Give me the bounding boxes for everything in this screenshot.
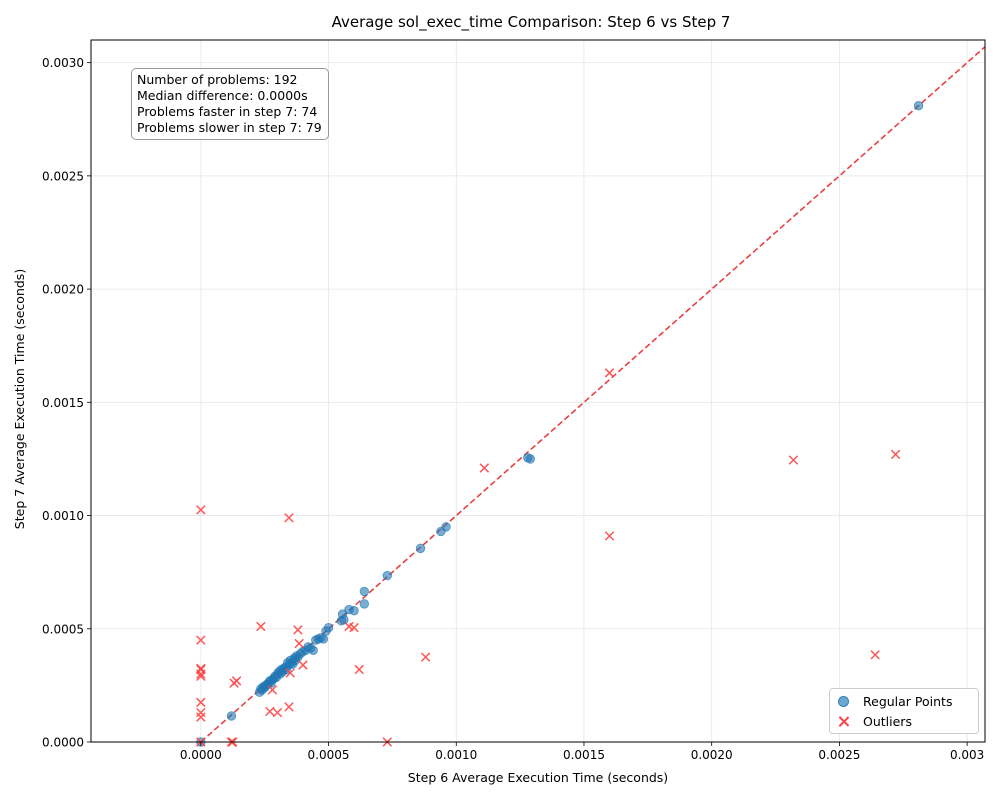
y-tick-label: 0.0025 bbox=[42, 169, 84, 183]
plot-frame bbox=[90, 39, 986, 743]
outlier-point bbox=[420, 652, 431, 662]
outlier-point bbox=[265, 706, 275, 717]
outlier-point bbox=[298, 660, 308, 670]
outlier-point bbox=[294, 638, 304, 649]
y-axis-label: Step 7 Average Execution Time (seconds) bbox=[12, 269, 27, 529]
x-tick-label: 0.0025 bbox=[818, 748, 860, 762]
outlier-point bbox=[196, 712, 206, 722]
outlier-point bbox=[196, 671, 206, 682]
outlier-point bbox=[604, 368, 615, 378]
outlier-point bbox=[196, 635, 206, 645]
x-tick-label: 0.0005 bbox=[308, 748, 350, 762]
regular-point bbox=[359, 586, 370, 597]
regular-point bbox=[339, 615, 349, 625]
outlier-point bbox=[267, 685, 278, 695]
legend-label-outliers: Outliers bbox=[863, 713, 912, 729]
outlier-point bbox=[196, 669, 206, 679]
outlier-point bbox=[354, 664, 364, 675]
outlier-point bbox=[604, 531, 615, 541]
outlier-point bbox=[284, 513, 294, 523]
regular-point bbox=[913, 100, 924, 111]
outlier-point bbox=[256, 621, 266, 632]
x-tick-label: 0.0010 bbox=[435, 748, 477, 762]
stats-median-difference: Median difference: 0.0000s bbox=[137, 88, 308, 103]
y-tick-label: 0.0020 bbox=[42, 283, 84, 297]
regular-point bbox=[359, 599, 370, 609]
outlier-point bbox=[285, 668, 295, 678]
regular-point bbox=[441, 522, 451, 532]
y-tick-label: 0.0005 bbox=[42, 622, 84, 636]
y-tick-label: 0.0000 bbox=[42, 736, 84, 750]
outlier-point bbox=[272, 707, 283, 718]
y-axis-ticks: 0.0000 0.0005 0.0010 0.0015 0.0020 0.0025 0.00… bbox=[42, 56, 91, 750]
regular-point bbox=[415, 543, 426, 554]
regular-point bbox=[308, 645, 318, 655]
y-tick-label: 0.0015 bbox=[42, 396, 84, 410]
grid-lines bbox=[91, 40, 985, 743]
outlier-point bbox=[196, 664, 206, 675]
outlier-point bbox=[293, 625, 303, 635]
stats-box: Number of problems: 192 Median differenc… bbox=[131, 68, 329, 140]
outlier-point bbox=[284, 702, 294, 712]
x-tick-label: 0.0015 bbox=[563, 748, 605, 762]
outlier-point bbox=[788, 455, 799, 465]
y-tick-label: 0.0030 bbox=[42, 56, 84, 70]
regular-point bbox=[226, 711, 237, 721]
regular-point bbox=[382, 570, 392, 581]
legend-item-regular: Regular Points bbox=[838, 692, 952, 710]
legend-label-regular: Regular Points bbox=[863, 693, 953, 709]
y-tick-label: 0.0010 bbox=[42, 509, 84, 523]
stats-problem-count: Number of problems: 192 bbox=[137, 72, 298, 87]
regular-point bbox=[349, 605, 359, 616]
outliers-series bbox=[196, 368, 901, 747]
legend-x-marker bbox=[838, 716, 849, 727]
x-axis-ticks: 0.0000 0.0005 0.0010 0.0015 0.0020 0.0025 0.00… bbox=[180, 742, 984, 762]
regular-points-series bbox=[196, 100, 924, 747]
regular-point bbox=[323, 622, 334, 633]
legend: Regular Points Outliers bbox=[829, 688, 979, 734]
outlier-point bbox=[479, 463, 490, 473]
stats-slower-count: Problems slower in step 7: 79 bbox=[137, 120, 322, 135]
legend-item-outliers: Outliers bbox=[838, 712, 912, 730]
outlier-point bbox=[196, 505, 206, 515]
x-axis-label: Step 6 Average Execution Time (seconds) bbox=[408, 770, 668, 785]
chart-title: Average sol_exec_time Comparison: Step 6… bbox=[332, 13, 731, 32]
regular-point bbox=[318, 634, 329, 644]
outlier-point bbox=[196, 697, 206, 708]
x-tick-label: 0.003 bbox=[950, 748, 984, 762]
x-tick-label: 0.0020 bbox=[691, 748, 733, 762]
regular-point bbox=[525, 454, 536, 464]
legend-circle-marker bbox=[838, 695, 849, 707]
outlier-point bbox=[196, 707, 206, 718]
outlier-point bbox=[870, 650, 880, 660]
outlier-point bbox=[349, 622, 359, 633]
outlier-point bbox=[890, 449, 901, 460]
outlier-point bbox=[231, 676, 242, 686]
x-tick-label: 0.0000 bbox=[180, 748, 222, 762]
stats-faster-count: Problems faster in step 7: 74 bbox=[137, 104, 318, 119]
